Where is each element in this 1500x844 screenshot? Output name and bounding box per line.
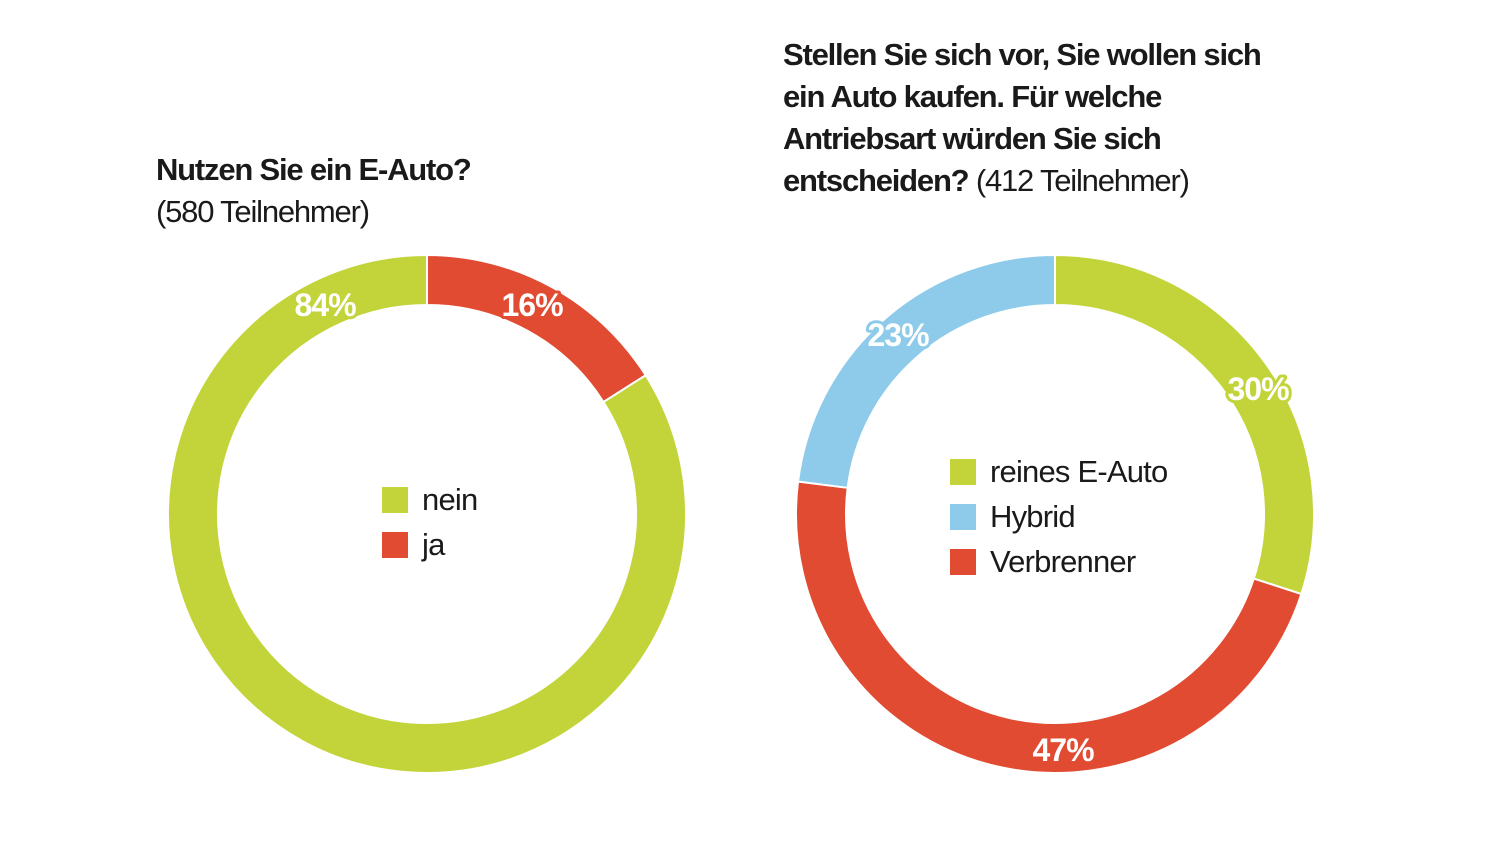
legend-item-ja: ja xyxy=(382,522,477,567)
left-title-text: Nutzen Sie ein E-Auto? xyxy=(156,152,472,187)
legend-swatch xyxy=(950,458,976,485)
left-legend: nein ja xyxy=(382,477,478,567)
slice-label: 84% xyxy=(294,287,356,323)
slice-label: 47% xyxy=(1032,732,1094,768)
left-chart-title: Nutzen Sie ein E-Auto? (580 Teilnehmer) xyxy=(156,149,472,233)
legend-swatch xyxy=(950,548,976,575)
legend-swatch xyxy=(382,486,408,513)
slice-label: 23% xyxy=(867,317,929,353)
slice-label: 16% xyxy=(501,287,563,323)
right-chart-title: Stellen Sie sich vor, Sie wollen sich ei… xyxy=(783,34,1262,202)
right-title-line: Antriebsart würden Sie sich xyxy=(783,121,1162,156)
donut-slice-ja xyxy=(426,253,648,404)
legend-item-verbrenner: Verbrenner xyxy=(950,539,1167,584)
legend-item-nein: nein xyxy=(382,477,478,522)
legend-swatch xyxy=(950,503,976,530)
right-title-line: entscheiden? xyxy=(783,163,970,198)
legend-swatch xyxy=(382,531,408,558)
legend-label: nein xyxy=(422,481,478,517)
legend-item-reines-e-auto: reines E-Auto xyxy=(950,449,1168,494)
slice-label: 30% xyxy=(1227,371,1289,407)
right-legend: reines E-Auto Hybrid Verbrenner xyxy=(950,449,1168,584)
right-title-line: ein Auto kaufen. Für welche xyxy=(783,79,1162,114)
left-subtitle: (580 Teilnehmer) xyxy=(156,194,370,229)
legend-label: reines E-Auto xyxy=(990,453,1168,489)
donut-slice-nein xyxy=(167,253,687,774)
right-title-line: Stellen Sie sich vor, Sie wollen sich xyxy=(783,37,1262,72)
legend-item-hybrid: Hybrid xyxy=(950,494,1167,539)
legend-label: Verbrenner xyxy=(990,543,1136,579)
donut-slice-hybrid xyxy=(796,253,1056,489)
legend-label: ja xyxy=(422,526,445,562)
legend-label: Hybrid xyxy=(990,498,1076,534)
donut-slice-verbrenner xyxy=(795,480,1303,774)
right-subtitle: (412 Teilnehmer) xyxy=(975,163,1190,198)
